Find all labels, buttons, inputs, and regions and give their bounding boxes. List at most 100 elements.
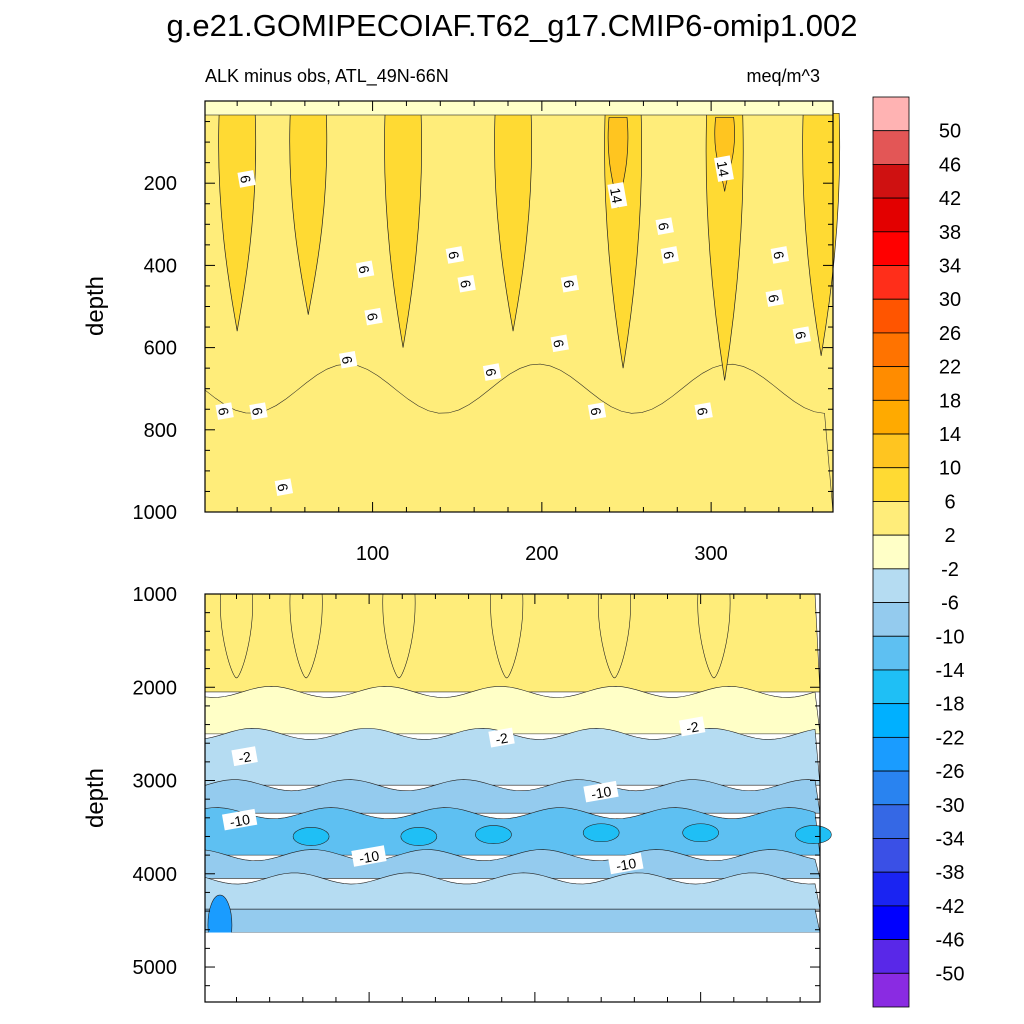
upper-contour-label-0: 6 <box>237 170 256 188</box>
svg-text:6: 6 <box>249 406 266 417</box>
svg-text:6: 6 <box>483 367 500 378</box>
colorbar-label-15: -10 <box>936 626 965 648</box>
upper-contour-label-17: 14 <box>714 155 734 182</box>
lower-contour-label-1: -2 <box>488 727 515 748</box>
colorbar-swatch-3 <box>872 197 910 233</box>
upper-contour-band-0 <box>218 112 257 332</box>
colorbar-swatch-8 <box>872 366 910 401</box>
lower-contour-layer-2 <box>204 727 821 786</box>
lower-contour-layer-3 <box>204 779 821 814</box>
colorbar-label-19: -26 <box>936 761 965 783</box>
upper-xtick-label-1: 200 <box>525 543 558 565</box>
upper-contour-band-6 <box>802 112 840 356</box>
lower-panel: depth -2 -2 -2 -10 -10 -10 -10 1000 2000 3000 400… <box>82 584 832 1003</box>
colorbar-swatch-21 <box>872 804 910 839</box>
lower-contour-patch-1 <box>400 827 438 846</box>
lower-plot-area: -2 -2 -2 -10 -10 -10 -10 <box>204 593 832 1002</box>
upper-plot-area: 6 6 6 6 6 6 6 6 6 6 6 6 6 14 6 6 6 14 6 6 6 <box>204 100 840 513</box>
svg-text:-10: -10 <box>590 783 613 802</box>
lower-shallow-lobe-5 <box>697 593 731 679</box>
svg-text:6: 6 <box>364 312 381 323</box>
colorbar-label-18: -22 <box>936 727 965 749</box>
lower-frame <box>204 593 821 1003</box>
svg-text:6: 6 <box>694 406 711 417</box>
lower-contour-patch-4 <box>682 823 719 843</box>
colorbar-swatch-19 <box>872 736 910 772</box>
lower-shallow-lobe-2 <box>382 593 416 679</box>
colorbar-swatch-11 <box>872 467 910 502</box>
colorbar-label-11: 6 <box>944 491 955 513</box>
colorbar-label-20: -30 <box>936 795 965 817</box>
lower-ytick-label-1: 2000 <box>133 677 178 699</box>
colorbar-label-9: 14 <box>939 424 961 446</box>
upper-contour-label-6: 6 <box>274 478 294 496</box>
colorbar-swatch-0 <box>872 96 910 132</box>
colorbar-swatch-18 <box>872 703 910 738</box>
colorbar-label-14: -6 <box>941 593 959 615</box>
svg-text:-10: -10 <box>615 855 638 874</box>
svg-text:-10: -10 <box>358 847 381 866</box>
upper-contour-label-5: 6 <box>249 402 268 420</box>
upper-panel-subtitle: ALK minus obs, ATL_49N-66N <box>205 66 449 87</box>
colorbar-swatch-16 <box>872 635 910 671</box>
upper-contour-label-11: 6 <box>550 334 569 353</box>
svg-text:6: 6 <box>655 221 672 232</box>
svg-text:-2: -2 <box>237 748 252 766</box>
lower-contour-label-5: -10 <box>351 845 387 867</box>
lower-ytick-label-0: 1000 <box>133 584 178 606</box>
upper-contour-label-16: 6 <box>694 402 713 420</box>
lower-ytick-label-2: 3000 <box>133 771 178 793</box>
colorbar-swatch-13 <box>872 534 910 570</box>
upper-lower-depth-region <box>204 363 834 513</box>
svg-text:6: 6 <box>765 293 782 304</box>
svg-text:14: 14 <box>714 160 732 178</box>
lower-contour-patch-5 <box>795 825 832 844</box>
upper-xtick-label-2: 300 <box>694 543 727 565</box>
colorbar-swatch-20 <box>872 770 910 806</box>
upper-contour-label-14: 6 <box>655 217 674 235</box>
svg-text:6: 6 <box>792 330 809 341</box>
upper-contour-label-9: 6 <box>483 363 502 381</box>
svg-text:6: 6 <box>339 355 356 366</box>
colorbar-swatch-14 <box>872 568 910 603</box>
lower-shallow-lobe-4 <box>598 593 631 679</box>
colorbar-swatch-17 <box>872 669 910 705</box>
colorbar-swatch-24 <box>872 905 910 940</box>
colorbar: 50 46 42 38 34 30 26 22 18 14 10 6 2 -2 -6 -10 -14 -18 -22… <box>872 96 965 1008</box>
upper-contour-band-8 <box>714 117 735 192</box>
svg-text:-2: -2 <box>685 718 700 736</box>
upper-contour-label-3: 6 <box>339 350 358 369</box>
colorbar-label-6: 26 <box>939 323 961 345</box>
lower-shallow-lobe-3 <box>490 593 524 679</box>
colorbar-swatch-15 <box>872 602 910 637</box>
upper-contour-band-5 <box>705 112 744 381</box>
svg-text:6: 6 <box>274 482 291 493</box>
upper-ytick-label-3: 800 <box>144 420 177 442</box>
svg-text:6: 6 <box>587 406 604 417</box>
upper-contour-label-7: 6 <box>445 246 464 264</box>
colorbar-label-2: 42 <box>939 188 961 210</box>
upper-contour-band-7 <box>607 117 629 208</box>
colorbar-swatch-2 <box>872 164 910 199</box>
upper-panel-units: meq/m^3 <box>747 66 820 86</box>
colorbar-swatch-25 <box>872 939 910 974</box>
upper-contour-label-1: 6 <box>356 260 375 279</box>
lower-contour-patch-3 <box>582 823 620 843</box>
colorbar-label-1: 46 <box>939 154 961 176</box>
colorbar-label-25: -50 <box>936 963 965 985</box>
svg-text:6: 6 <box>215 406 232 417</box>
colorbar-swatch-22 <box>872 838 910 873</box>
upper-contour-band-2 <box>384 112 422 348</box>
colorbar-swatch-12 <box>872 501 910 536</box>
svg-text:6: 6 <box>457 279 474 290</box>
svg-text:6: 6 <box>660 250 677 261</box>
svg-text:-10: -10 <box>228 811 251 830</box>
colorbar-label-10: 10 <box>939 458 961 480</box>
lower-ytick-label-4: 5000 <box>133 957 178 979</box>
lower-contour-label-4: -10 <box>583 780 619 803</box>
upper-ytick-label-4: 1000 <box>133 502 178 524</box>
upper-contour-label-19: 6 <box>765 289 784 307</box>
upper-contour-label-4: 6 <box>215 402 234 420</box>
lower-contour-layer-5 <box>204 849 821 879</box>
